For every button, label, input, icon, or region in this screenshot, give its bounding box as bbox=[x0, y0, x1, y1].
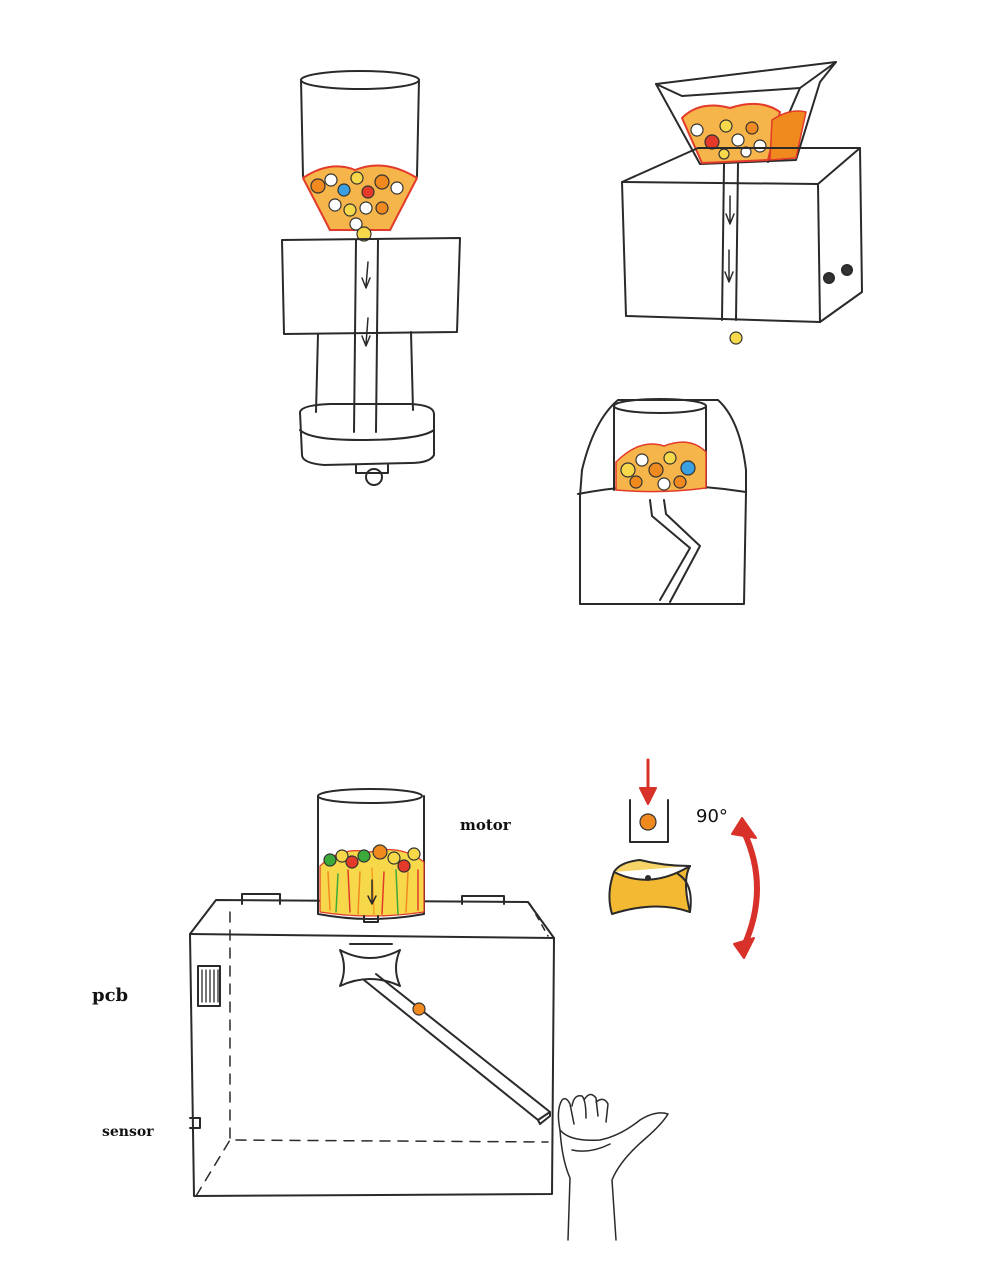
bent-chute bbox=[649, 499, 701, 603]
canister-candy-streaks bbox=[327, 867, 419, 915]
chute-down-arrow-icon bbox=[361, 261, 371, 289]
knob-icon bbox=[823, 272, 835, 284]
outlet-ball bbox=[365, 468, 383, 486]
dispenser-box-edges bbox=[621, 147, 861, 323]
vertical-chute bbox=[721, 163, 739, 321]
left-handle bbox=[241, 893, 281, 905]
chute-down-arrow-icon bbox=[724, 249, 734, 283]
chute-down-arrow-icon bbox=[361, 317, 371, 347]
rotor-side-curve bbox=[677, 873, 692, 913]
rotor-gate bbox=[339, 949, 401, 987]
detail-candy bbox=[639, 813, 657, 831]
box-hidden-edges bbox=[229, 911, 549, 1143]
outlet-notch bbox=[355, 464, 389, 474]
dispenser-box bbox=[621, 147, 863, 323]
rotation-arrow-head-top bbox=[731, 817, 757, 839]
rolling-candy bbox=[412, 1002, 426, 1016]
box-hidden-edge-corner bbox=[195, 1139, 231, 1197]
funnel-box-dispenser-sketch bbox=[621, 61, 863, 345]
knob-icon bbox=[841, 264, 853, 276]
pcb-label: pcb bbox=[92, 985, 129, 1006]
curved-double-arrow-icon bbox=[741, 829, 760, 949]
right-handle bbox=[461, 895, 505, 905]
sensor-icon bbox=[189, 1117, 201, 1129]
box-hidden-edge-back bbox=[529, 903, 549, 937]
dome-housing bbox=[579, 399, 747, 497]
dome-base-box bbox=[579, 491, 747, 605]
jar-rim bbox=[613, 398, 707, 414]
canister-candies bbox=[323, 844, 421, 873]
down-arrow-icon bbox=[639, 787, 657, 805]
rotation-angle-label: 90° bbox=[696, 806, 728, 827]
funnel-candies bbox=[690, 119, 767, 160]
column-dispenser-sketch bbox=[281, 70, 461, 486]
canister-rim bbox=[317, 788, 423, 804]
jar-candies bbox=[620, 451, 696, 491]
base-plate bbox=[299, 403, 435, 466]
box-top-front-edge bbox=[189, 933, 555, 939]
dispenser-block bbox=[281, 237, 461, 335]
rotor-detail-sketch bbox=[608, 758, 760, 959]
funnel-rim bbox=[655, 61, 837, 97]
feed-tube bbox=[629, 799, 669, 843]
sensor-label: sensor bbox=[102, 1124, 154, 1140]
pcb-vent-slats bbox=[201, 969, 219, 1003]
motor-label: motor bbox=[460, 816, 511, 834]
rotor-pivot bbox=[645, 875, 651, 881]
rotor-top-face bbox=[613, 859, 691, 873]
motorized-box-dispenser-sketch bbox=[189, 788, 669, 1241]
hopper-candies bbox=[310, 171, 404, 242]
hopper-rim bbox=[300, 70, 420, 90]
vertical-chute bbox=[353, 239, 379, 433]
canister-outlet bbox=[363, 915, 379, 923]
canister-down-arrow-icon bbox=[367, 879, 377, 905]
base-plate-edge bbox=[299, 429, 435, 441]
slide-chute bbox=[363, 973, 551, 1121]
pcb-vent bbox=[197, 965, 221, 1007]
dome-dispenser-sketch bbox=[577, 398, 747, 605]
hand-icon bbox=[557, 1093, 669, 1241]
slide-chute-end bbox=[537, 1111, 551, 1125]
base-column bbox=[315, 331, 414, 413]
chute-down-arrow-icon bbox=[725, 195, 735, 225]
rotation-arrow-head-bottom bbox=[733, 937, 755, 959]
canister-body bbox=[317, 795, 425, 920]
funnel-side-candies bbox=[769, 110, 807, 161]
dispensed-candy bbox=[729, 331, 743, 345]
